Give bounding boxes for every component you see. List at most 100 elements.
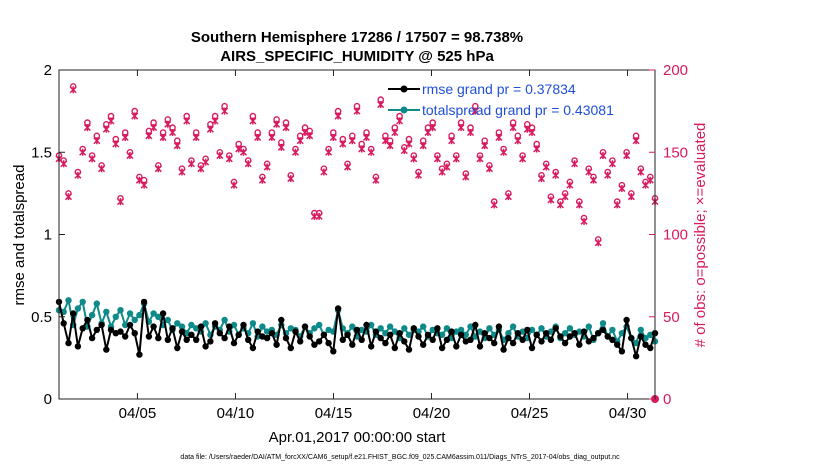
rmse-point-49 <box>287 344 294 352</box>
obs-evaluated-point-28 <box>187 160 195 168</box>
obs-evaluated-point-19 <box>145 132 153 140</box>
totalspread-point-14 <box>122 321 129 329</box>
rmse-point-117 <box>609 336 616 343</box>
obs-evaluated-point-96 <box>509 124 517 132</box>
totalspread-point-91 <box>486 325 493 332</box>
obs-evaluated-point-23 <box>164 120 172 128</box>
totalspread-point-96 <box>509 323 517 330</box>
totalspread-point-122 <box>632 339 640 347</box>
rmse-point-106 <box>557 333 564 340</box>
rmse-point-17 <box>136 351 143 358</box>
rmse-point-51 <box>297 338 304 345</box>
rmse-point-103 <box>543 330 550 337</box>
rmse-point-87 <box>467 336 474 343</box>
rmse-point-34 <box>216 330 223 337</box>
rmse-point-105 <box>552 325 559 332</box>
obs-evaluated-point-37 <box>230 181 238 189</box>
obs-evaluated-point-31 <box>202 158 210 166</box>
obs-evaluated-point-53 <box>306 132 314 140</box>
obs-evaluated-point-103 <box>542 163 550 171</box>
obs-evaluated-point-88 <box>471 107 479 115</box>
rmse-point-74 <box>405 346 413 353</box>
totalspread-point-74 <box>405 331 413 338</box>
rmse-point-9 <box>98 321 105 329</box>
totalspread-point-102 <box>538 325 545 332</box>
obs-evaluated-point-122 <box>632 137 640 145</box>
x-tick-label-0: 04/05 <box>119 405 157 422</box>
obs-evaluated-point-92 <box>490 201 498 209</box>
obs-evaluated-point-107 <box>561 193 569 201</box>
obs-evaluated-point-2 <box>64 193 72 201</box>
rmse-point-27 <box>183 336 190 343</box>
obs-evaluated-point-38 <box>235 145 243 153</box>
obs-evaluated-point-100 <box>528 128 536 137</box>
totalspread-point-123 <box>637 326 644 334</box>
rmse-point-122 <box>632 353 640 360</box>
obs-evaluated-point-3 <box>69 86 77 94</box>
rmse-point-32 <box>207 338 214 345</box>
rmse-point-109 <box>571 330 578 337</box>
obs-evaluated-point-70 <box>386 142 394 150</box>
rmse-point-65 <box>363 321 370 329</box>
totalspread-point-13 <box>117 307 124 314</box>
y-axis-right: 0 50 100 150 200 <box>649 62 688 408</box>
rmse-point-10 <box>103 346 110 353</box>
totalspread-point-31 <box>202 320 209 327</box>
rmse-point-107 <box>561 339 569 347</box>
rmse-point-16 <box>131 330 138 337</box>
rmse-point-80 <box>434 325 441 332</box>
obs-evaluated-point-57 <box>325 148 333 156</box>
obs-evaluated-point-94 <box>500 148 508 156</box>
x-axis: 04/05 04/10 04/15 04/20 04/25 04/30 <box>119 70 646 422</box>
obs-evaluated-point-87 <box>466 128 475 137</box>
legend: rmse grand pr = 0.37834 totalspread gran… <box>388 81 614 118</box>
rmse-point-3 <box>70 310 77 317</box>
rmse-point-15 <box>126 321 134 329</box>
obs-evaluated-point-21 <box>154 165 162 173</box>
obs-evaluated-point-7 <box>88 155 96 163</box>
obs-evaluated-point-65 <box>362 133 370 141</box>
obs-evaluated-point-114 <box>594 239 602 247</box>
totalspread-point-17 <box>136 311 143 319</box>
rmse-point-57 <box>325 339 332 347</box>
rmse-point-110 <box>576 341 583 348</box>
x-tick-label-1: 04/10 <box>217 405 255 422</box>
rmse-point-21 <box>155 334 162 342</box>
totalspread-point-70 <box>386 323 394 330</box>
rmse-point-112 <box>585 338 592 345</box>
totalspread-point-100 <box>528 326 536 334</box>
chart-title: Southern Hemisphere 17286 / 17507 = 98.7… <box>191 29 523 46</box>
rmse-point-118 <box>614 341 621 348</box>
obs-evaluated-point-51 <box>296 137 304 145</box>
obs-evaluated-point-39 <box>239 148 248 156</box>
y-axis-left: 0 0.5 1 1.5 2 <box>31 62 65 408</box>
rmse-point-6 <box>84 316 91 324</box>
totalspread-point-12 <box>112 313 120 320</box>
rmse-point-62 <box>349 341 356 348</box>
obs-evaluated-point-75 <box>410 155 418 163</box>
obs-evaluated-point-20 <box>150 124 158 132</box>
obs-evaluated-point-32 <box>206 125 214 133</box>
obs-evaluated-point-118 <box>613 201 621 209</box>
x-tick-label-3: 04/20 <box>413 405 451 422</box>
obs-evaluated-point-66 <box>367 148 375 156</box>
obs-evaluated-point-46 <box>273 120 281 128</box>
obs-evaluated-point-49 <box>287 175 295 183</box>
totalspread-point-85 <box>457 326 465 334</box>
obs-evaluated-point-91 <box>485 165 493 173</box>
totalspread-point-5 <box>79 298 86 306</box>
obs-evaluated-point-45 <box>268 133 276 141</box>
rmse-point-79 <box>429 336 436 343</box>
obs-evaluated-point-44 <box>263 163 271 171</box>
rmse-point-44 <box>263 334 271 342</box>
totalspread-point-115 <box>599 320 607 327</box>
totalspread-point-26 <box>178 323 186 330</box>
obs-evaluated-point-47 <box>277 143 285 151</box>
legend-spread-marker <box>400 106 408 114</box>
obs-evaluated-point-26 <box>178 168 186 176</box>
rmse-point-38 <box>235 331 242 338</box>
obs-evaluated-point-101 <box>533 145 541 153</box>
obs-evaluated-point-10 <box>102 125 110 133</box>
legend-spread-label: totalspread grand pr = 0.43081 <box>422 102 614 118</box>
x-axis-label: Apr.01,2017 00:00:00 start <box>269 429 447 446</box>
